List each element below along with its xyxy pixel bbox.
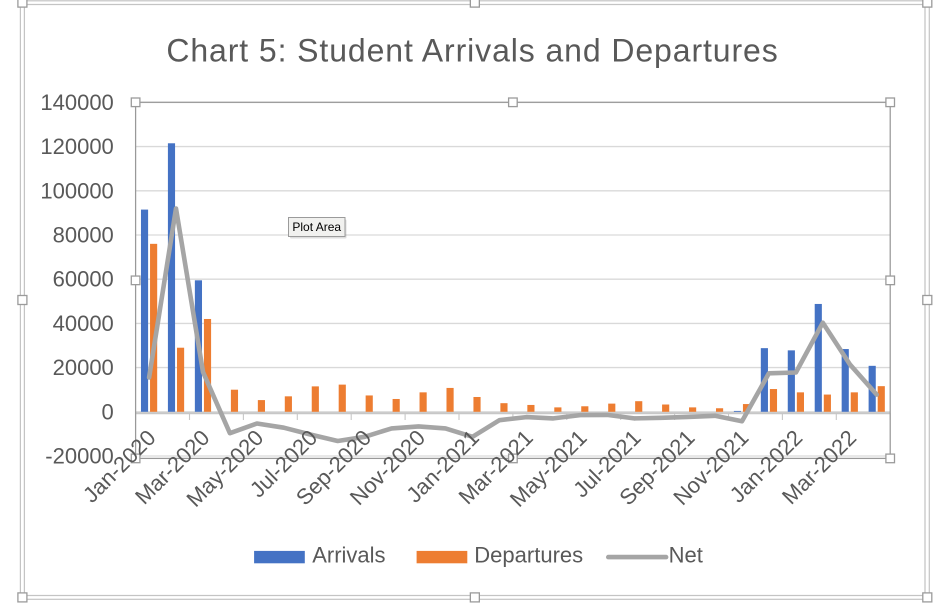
svg-text:0: 0 <box>102 399 114 424</box>
svg-text:-20000: -20000 <box>45 444 114 469</box>
svg-text:60000: 60000 <box>53 267 114 292</box>
svg-text:20000: 20000 <box>53 355 114 380</box>
svg-text:40000: 40000 <box>53 311 114 336</box>
svg-text:120000: 120000 <box>40 134 113 159</box>
svg-text:Net: Net <box>669 543 703 568</box>
svg-text:140000: 140000 <box>40 90 113 115</box>
svg-text:Departures: Departures <box>474 543 583 568</box>
svg-text:Arrivals: Arrivals <box>312 543 385 568</box>
svg-text:80000: 80000 <box>53 223 114 248</box>
svg-text:100000: 100000 <box>40 178 113 203</box>
svg-text:Plot Area: Plot Area <box>292 220 341 234</box>
svg-text:Chart 5: Student Arrivals and: Chart 5: Student Arrivals and Departures <box>166 32 778 68</box>
